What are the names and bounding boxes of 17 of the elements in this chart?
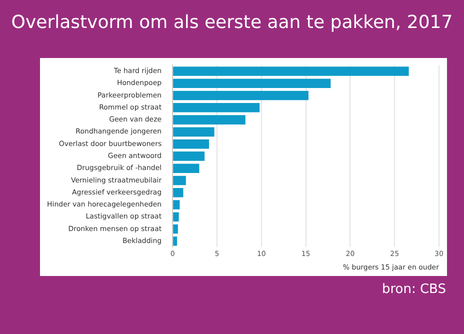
bar [173, 103, 260, 112]
bar [173, 164, 200, 173]
bar [173, 212, 179, 222]
bar [173, 139, 210, 149]
bar [173, 200, 180, 210]
bar [173, 152, 205, 161]
bar [173, 115, 246, 124]
bar [173, 90, 308, 100]
bar [173, 188, 184, 198]
bar [173, 176, 186, 186]
bar [173, 127, 214, 137]
bar [173, 78, 331, 88]
text: bron: CBS [382, 282, 446, 297]
bar [173, 224, 178, 234]
chart-title: Overlastvorm om als eerste aan te pakken, 2017 [10, 12, 454, 33]
bar [173, 236, 178, 246]
bar [173, 66, 409, 76]
